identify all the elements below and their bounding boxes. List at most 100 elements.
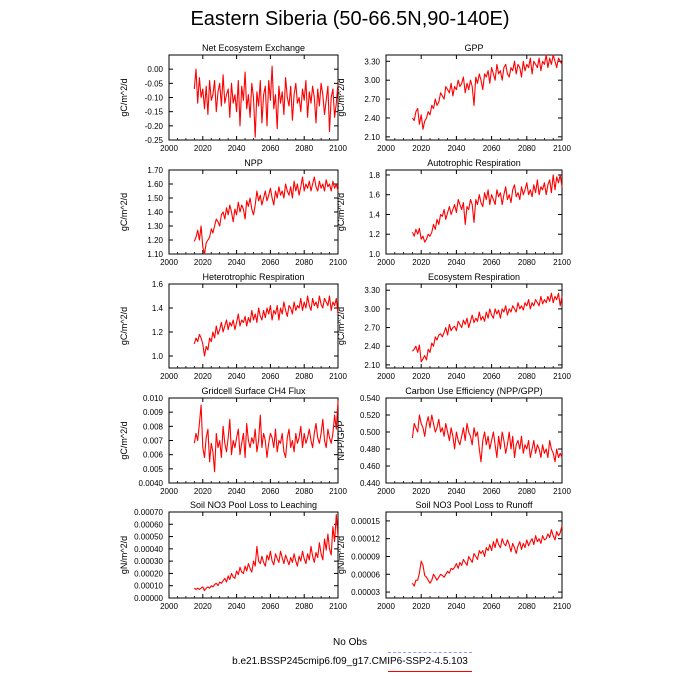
- series-line: [411, 525, 563, 587]
- x-tick-label: 2060: [262, 372, 280, 381]
- y-tick-label: 0.540: [360, 394, 381, 403]
- x-tick-label: 2020: [412, 602, 430, 611]
- x-tick-label: 2040: [228, 602, 246, 611]
- x-tick-label: 2100: [553, 144, 571, 153]
- y-tick-label: 3.00: [364, 76, 380, 85]
- series-line: [411, 54, 563, 130]
- panel-5: Heterotrophic Respiration gC/m^2/d 2000 202…: [119, 272, 347, 381]
- panel-title: NPP: [244, 158, 263, 168]
- y-tick-label: 1.0: [152, 352, 164, 361]
- legend-model-line: [388, 671, 472, 672]
- x-tick-label: 2080: [295, 258, 313, 267]
- x-tick-label: 2080: [518, 372, 536, 381]
- x-tick-label: 2100: [553, 372, 571, 381]
- x-tick-label: 2000: [160, 258, 178, 267]
- x-tick-label: 2040: [228, 372, 246, 381]
- x-tick-label: 2080: [518, 258, 536, 267]
- panel-4: Autotrophic Respiration gC/m^2/d 2000 2020 2…: [336, 158, 571, 267]
- x-tick-label: 2060: [262, 602, 280, 611]
- y-axis-label: gC/m^2/d: [119, 421, 129, 459]
- x-tick-label: 2100: [553, 487, 571, 496]
- x-tick-label: 2020: [194, 258, 212, 267]
- y-tick-label: 0.440: [360, 479, 381, 488]
- panel-title: Autotrophic Respiration: [427, 158, 521, 168]
- y-tick-label: 0.00020: [134, 569, 163, 578]
- y-tick-label: 0.005: [143, 465, 164, 474]
- x-tick-label: 2000: [160, 372, 178, 381]
- x-tick-label: 2000: [160, 144, 178, 153]
- x-tick-label: 2060: [483, 602, 501, 611]
- y-axis-label: gN/m^2/d: [119, 536, 129, 574]
- x-tick-label: 2040: [448, 144, 466, 153]
- panel-title: Ecosystem Respiration: [428, 272, 520, 282]
- y-tick-label: 0.010: [143, 394, 164, 403]
- y-tick-label: 1.2: [369, 230, 381, 239]
- y-tick-label: 0.006: [143, 451, 164, 460]
- panel-2: GPP gC/m^2/d 2000 2020 2040 2060 2080 2100 3.30 3…: [336, 43, 571, 153]
- y-tick-label: 1.70: [147, 166, 163, 175]
- x-tick-label: 2020: [194, 487, 212, 496]
- x-tick-label: 2080: [518, 487, 536, 496]
- x-tick-label: 2040: [228, 258, 246, 267]
- plot-frame: [385, 283, 563, 369]
- x-tick-label: 2000: [160, 602, 178, 611]
- x-tick-label: 2060: [483, 372, 501, 381]
- y-tick-label: 0.00: [147, 65, 163, 74]
- x-tick-label: 2020: [194, 144, 212, 153]
- panel-title: Carbon Use Efficiency (NPP/GPP): [405, 386, 542, 396]
- y-tick-label: 0.480: [360, 445, 381, 454]
- y-tick-label: 3.30: [364, 57, 380, 66]
- y-tick-label: -0.15: [145, 108, 164, 117]
- x-tick-label: 2060: [483, 487, 501, 496]
- series-line: [193, 176, 339, 255]
- x-tick-label: 2080: [295, 372, 313, 381]
- panel-title: Net Ecosystem Exchange: [202, 43, 305, 53]
- y-tick-label: 3.30: [364, 286, 380, 295]
- y-tick-label: 2.70: [364, 324, 380, 333]
- x-tick-label: 2000: [377, 144, 395, 153]
- y-tick-label: 1.4: [369, 210, 381, 219]
- y-tick-label: 0.00040: [134, 545, 163, 554]
- y-tick-label: 0.0040: [139, 479, 164, 488]
- x-tick-label: 2000: [377, 258, 395, 267]
- y-axis-label: gC/m^2/d: [119, 307, 129, 345]
- panel-6: Ecosystem Respiration gC/m^2/d 2000 2020 204…: [336, 272, 571, 381]
- x-tick-label: 2060: [262, 487, 280, 496]
- y-tick-label: 0.00010: [134, 582, 163, 591]
- y-tick-label: 1.20: [147, 236, 163, 245]
- panel-8: Carbon Use Efficiency (NPP/GPP) NPP/GPP 20…: [336, 386, 571, 496]
- y-tick-label: -0.05: [145, 79, 164, 88]
- y-axis-label: gC/m^2/d: [336, 307, 346, 345]
- x-tick-label: 2020: [412, 258, 430, 267]
- y-tick-label: 2.10: [364, 133, 380, 142]
- y-tick-label: -0.20: [145, 122, 164, 131]
- y-tick-label: 3.00: [364, 305, 380, 314]
- y-tick-label: -0.10: [145, 94, 164, 103]
- x-tick-label: 2020: [412, 487, 430, 496]
- series-line: [411, 414, 563, 463]
- y-tick-label: 1.10: [147, 250, 163, 259]
- x-tick-label: 2000: [377, 372, 395, 381]
- x-tick-label: 2100: [553, 602, 571, 611]
- y-tick-label: 1.6: [152, 280, 164, 289]
- y-tick-label: 0.00003: [351, 588, 380, 597]
- x-tick-label: 2020: [412, 372, 430, 381]
- y-tick-label: 0.00050: [134, 533, 163, 542]
- series-line: [193, 513, 339, 592]
- x-tick-label: 2100: [329, 144, 347, 153]
- y-tick-label: 2.40: [364, 114, 380, 123]
- y-tick-label: 0.00006: [351, 570, 380, 579]
- x-tick-label: 2020: [194, 372, 212, 381]
- series-line: [411, 174, 563, 243]
- x-tick-label: 2020: [194, 602, 212, 611]
- y-tick-label: 1.2: [152, 328, 164, 337]
- x-tick-label: 2000: [377, 602, 395, 611]
- y-axis-label: NPP/GPP: [336, 420, 346, 460]
- panel-9: Soil NO3 Pool Loss to Leaching gN/m^2/d 20…: [119, 500, 347, 611]
- x-tick-label: 2080: [295, 602, 313, 611]
- y-tick-label: 0.009: [143, 408, 164, 417]
- y-tick-label: 0.460: [360, 462, 381, 471]
- series-line: [193, 65, 339, 138]
- x-tick-label: 2000: [160, 487, 178, 496]
